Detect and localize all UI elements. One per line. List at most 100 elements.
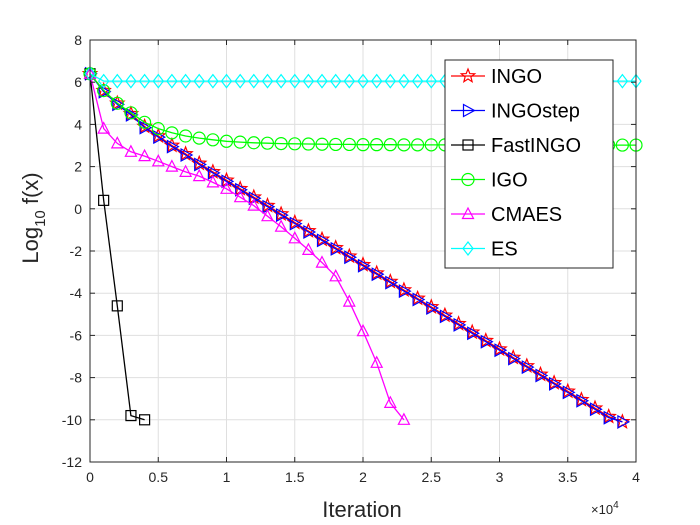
y-tick-label: -12: [62, 454, 82, 470]
data-point-ingostep: [112, 97, 126, 112]
data-point-cmaes: [288, 231, 302, 244]
legend-marker-es: [462, 241, 474, 256]
data-point-cmaes: [342, 294, 356, 307]
data-point-es: [425, 73, 438, 89]
legend-marker-fastingo: [462, 139, 474, 151]
data-point-es: [193, 73, 205, 89]
data-point-cmaes: [397, 412, 411, 425]
y-axis-title-main: Log: [18, 227, 43, 264]
x-axis-title: Iteration: [322, 497, 402, 522]
legend-label-ingostep: INGOstep: [491, 101, 580, 123]
data-point-es: [275, 73, 287, 89]
data-point-ingostep: [262, 199, 276, 214]
data-point-ingostep: [480, 334, 494, 349]
x-tick-label: 2: [359, 469, 367, 485]
data-point-cmaes: [233, 189, 247, 203]
data-point-igo: [356, 138, 370, 152]
data-point-ingostep: [508, 351, 521, 366]
y-tick-label: 8: [74, 32, 82, 48]
legend-marker-ingostep: [462, 103, 476, 118]
data-point-cmaes: [356, 323, 370, 337]
data-point-ingostep: [303, 224, 317, 240]
data-point-ingostep: [603, 410, 617, 425]
data-point-cmaes: [138, 148, 152, 162]
legend-item-ingo: INGO: [451, 66, 542, 88]
data-point-ingostep: [330, 241, 344, 256]
data-point-ingostep: [412, 292, 426, 307]
data-point-cmaes: [192, 168, 206, 182]
data-point-es: [302, 73, 315, 89]
data-point-ingostep: [617, 414, 631, 429]
series-cmaes: [83, 66, 411, 425]
data-point-es: [138, 73, 151, 89]
x-tick-label: 0.5: [149, 469, 169, 485]
legend-label-ingo: INGO: [491, 66, 542, 88]
data-point-ingostep: [180, 147, 194, 163]
legend-item-igo: IGO: [451, 170, 528, 192]
data-point-ingostep: [453, 317, 467, 332]
x-axis-multiplier: ×104: [591, 500, 619, 517]
data-point-fastingo: [111, 300, 123, 312]
data-point-ingostep: [576, 393, 590, 408]
data-point-es: [152, 73, 165, 89]
data-point-igo: [138, 115, 152, 129]
y-tick-label: -8: [70, 370, 83, 386]
data-point-cmaes: [179, 164, 193, 177]
legend-label-cmaes: CMAES: [491, 204, 562, 226]
data-point-igo: [206, 133, 220, 147]
data-point-igo: [178, 129, 193, 143]
data-point-igo: [219, 134, 234, 148]
data-point-es: [411, 73, 424, 89]
legend-item-es: ES: [451, 239, 518, 261]
y-axis-title-tail: f(x): [18, 172, 43, 210]
data-point-igo: [370, 138, 384, 152]
data-point-ingostep: [139, 120, 153, 135]
y-tick-label: 6: [74, 74, 82, 90]
data-point-igo: [411, 138, 425, 152]
data-point-cmaes: [329, 269, 343, 282]
x-tick-label: 3: [496, 469, 504, 485]
data-point-cmaes: [124, 144, 138, 157]
data-point-igo: [301, 137, 315, 151]
data-point-fastingo: [139, 414, 151, 426]
data-point-es: [248, 73, 260, 89]
tick-marks: [89, 39, 637, 463]
legend-marker-cmaes: [461, 206, 475, 220]
legend-item-ingostep: INGOstep: [451, 101, 580, 123]
data-point-igo: [329, 137, 343, 152]
data-point-ingostep: [371, 267, 385, 282]
data-point-cmaes: [110, 136, 124, 149]
x-tick-label: 3.5: [558, 469, 578, 485]
legend-label-es: ES: [491, 239, 518, 261]
x-tick-label: 4: [632, 469, 640, 485]
data-point-ingostep: [589, 402, 603, 417]
data-point-es: [343, 73, 356, 89]
legend-label-igo: IGO: [491, 170, 528, 192]
data-point-es: [111, 73, 124, 89]
y-axis-title-subscript: 10: [32, 210, 49, 227]
data-point-cmaes: [383, 395, 397, 408]
legend-marker-ingo: [459, 67, 477, 84]
data-point-ingostep: [98, 84, 112, 99]
y-tick-label: 2: [74, 159, 82, 175]
x-tick-label: 1: [223, 469, 231, 485]
data-point-es: [329, 73, 342, 89]
legend-item-fastingo: FastINGO: [451, 135, 581, 157]
data-point-igo: [424, 138, 438, 152]
data-point-ingostep: [548, 376, 562, 391]
y-tick-label: -10: [62, 412, 82, 428]
data-point-igo: [274, 137, 288, 151]
data-point-ingostep: [316, 233, 330, 248]
data-point-ingostep: [166, 139, 180, 154]
data-point-cmaes: [206, 175, 220, 188]
data-point-igo: [315, 137, 329, 151]
y-axis-title: Log10 f(x): [18, 172, 49, 263]
data-point-es: [357, 73, 369, 89]
data-point-es: [398, 73, 410, 89]
data-point-igo: [342, 137, 356, 152]
data-point-igo: [97, 84, 111, 98]
data-point-ingostep: [439, 309, 453, 324]
data-point-cmaes: [151, 154, 165, 167]
data-point-es: [234, 73, 246, 89]
data-point-ingostep: [207, 165, 221, 180]
